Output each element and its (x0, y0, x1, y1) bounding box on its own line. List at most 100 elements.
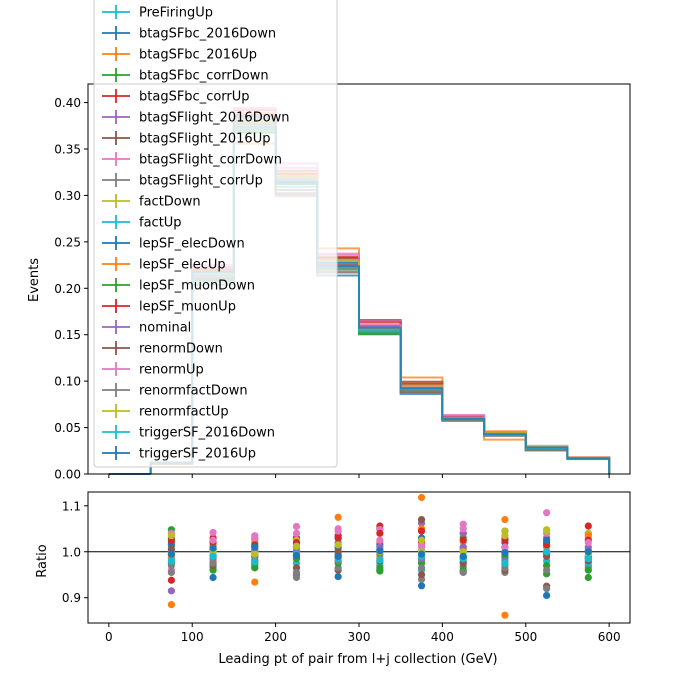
ratio-point-renormfactUp (251, 550, 259, 558)
ratio-point-triggerSF_2016Up (501, 549, 509, 557)
ratio-point-btagSFbc_2016Up (501, 611, 509, 619)
ratio-point-lepSF_muonUp (376, 529, 384, 537)
top-ytick-label: 0.30 (54, 189, 81, 203)
legend-label: btagSFlight_corrUp (139, 174, 263, 189)
ratio-point-renormfactUp (501, 532, 509, 540)
ratio-point-lepSF_muonUp (417, 527, 426, 535)
legend-entry: lepSF_elecDown (102, 236, 245, 252)
legend-label: renormUp (139, 363, 204, 378)
legend-label: btagSFlight_2016Up (139, 132, 270, 147)
ratio-point-renormUp (251, 534, 259, 542)
ratio-point-renormfactUp (292, 542, 301, 550)
ratio-point-triggerSF_2016Down (167, 557, 175, 565)
legend-entry: btagSFlight_2016Up (102, 131, 270, 147)
ratio-point-renormfactDown (417, 564, 426, 572)
legend-entry: factDown (102, 194, 201, 210)
legend-label: lepSF_elecDown (139, 237, 245, 252)
ratio-point-lepSF_muonDown (584, 566, 592, 574)
legend-box (93, 0, 338, 468)
bottom-ytick-label: 1.0 (62, 545, 81, 559)
ratio-point-btagSFlight_corrDown (209, 528, 217, 537)
ratio-point-triggerSF_2016Down (376, 556, 384, 564)
ratio-point-btagSFbc_2016Up (334, 513, 342, 521)
bottom-ytick-label: 1.1 (62, 499, 81, 513)
legend-label: PreFiringUp (139, 6, 213, 21)
top-ytick-label: 0.35 (54, 143, 81, 157)
ratio-point-btagSFlight_corrDown (543, 509, 551, 517)
top-ylabel: Events (27, 258, 42, 302)
legend-label: btagSFbc_corrDown (139, 69, 269, 84)
ratio-point-lepSF_elecUp (501, 515, 509, 524)
bottom-xtick-label: 400 (431, 630, 454, 644)
ratio-point-btagSFbc_2016Down (334, 572, 342, 581)
bottom-xtick-label: 600 (598, 630, 621, 644)
ratio-point-btagSFlight_corrUp (543, 584, 551, 593)
ratio-point-renormfactUp (334, 541, 342, 549)
ratio-point-btagSFbc_corrUp (167, 576, 175, 584)
legend-entry: btagSFbc_corrDown (102, 68, 269, 84)
bottom-xtick-label: 500 (514, 630, 537, 644)
ratio-point-lepSF_muonUp (334, 534, 342, 542)
ratio-point-renormfactUp (543, 527, 551, 535)
legend-label: renormfactUp (139, 405, 229, 420)
legend-entry: lepSF_elecUp (102, 257, 226, 273)
legend-entry: btagSFbc_corrUp (102, 89, 250, 105)
legend-label: renormfactDown (139, 384, 248, 399)
ratio-point-triggerSF_2016Up (292, 551, 301, 560)
ratio-point-renormfactDown (292, 568, 301, 577)
top-ytick-label: 0.05 (54, 421, 81, 435)
ratio-point-triggerSF_2016Up (209, 544, 217, 552)
ratio-point-renormDown (417, 571, 426, 579)
legend-entry: factUp (102, 215, 182, 231)
legend-label: factUp (139, 216, 182, 231)
ratio-point-lepSF_muonDown (376, 564, 384, 572)
legend-label: btagSFbc_corrUp (139, 90, 250, 105)
ratio-point-triggerSF_2016Up (167, 550, 175, 558)
ratio-point-btagSFbc_2016Up (417, 493, 426, 502)
ratio-point-lepSF_muonUp (459, 536, 467, 544)
ratio-point-renormUp (501, 543, 509, 551)
top-ytick-label: 0.20 (54, 282, 81, 296)
ratio-point-renormUp (209, 536, 217, 544)
legend-label: renormDown (139, 342, 223, 357)
ratio-point-btagSFbc_2016Down (209, 573, 217, 582)
legend: PreFiringUp btagSFbc_2016Down btagSFbc_201… (93, 0, 338, 468)
legend-entry: btagSFlight_2016Down (102, 110, 290, 126)
ratio-point-renormfactDown (209, 559, 217, 567)
ratio-point-btagSFbc_corrDown (584, 573, 592, 582)
legend-label: btagSFbc_2016Up (139, 48, 257, 63)
legend-label: btagSFlight_corrDown (139, 153, 282, 168)
legend-entry: renormUp (102, 362, 204, 378)
legend-entry: renormfactDown (102, 383, 248, 399)
legend-label: triggerSF_2016Up (139, 447, 256, 462)
ratio-point-renormUp (584, 538, 592, 547)
legend-entry: btagSFlight_corrDown (102, 152, 282, 168)
ratio-point-btagSFlight_2016Down (167, 587, 175, 595)
legend-label: nominal (139, 321, 191, 336)
legend-label: lepSF_muonUp (139, 300, 236, 315)
top-ytick-label: 0.00 (54, 468, 81, 482)
ratio-point-btagSFlight_corrUp (292, 573, 301, 582)
legend-entry: lepSF_muonUp (102, 299, 236, 315)
legend-entry: renormDown (102, 341, 223, 357)
ratio-point-renormUp (376, 536, 384, 544)
bottom-xtick-label: 200 (264, 630, 287, 644)
ratio-point-renormfactUp (167, 532, 175, 540)
legend-entry: triggerSF_2016Down (102, 425, 275, 441)
top-ytick-label: 0.25 (54, 235, 81, 249)
legend-label: triggerSF_2016Down (139, 426, 275, 441)
ratio-point-btagSFlight_2016Up (417, 515, 426, 524)
ratio-point-triggerSF_2016Up (459, 552, 467, 560)
ratio-point-renormfactDown (543, 566, 551, 574)
ratio-point-triggerSF_2016Up (543, 536, 551, 544)
ratio-point-triggerSF_2016Down (501, 559, 509, 567)
ratio-point-renormUp (334, 527, 342, 535)
ratio-point-renormfactDown (459, 568, 467, 577)
top-ytick-label: 0.40 (54, 96, 81, 110)
ratio-point-btagSFbc_2016Up (167, 601, 175, 609)
bottom-ylabel: Ratio (35, 544, 50, 577)
xlabel: Leading pt of pair from l+j collection (… (218, 652, 497, 667)
ratio-point-btagSFbc_2016Down (417, 582, 426, 590)
legend-label: lepSF_elecUp (139, 258, 226, 273)
ratio-point-btagSFlight_corrDown (292, 522, 301, 531)
